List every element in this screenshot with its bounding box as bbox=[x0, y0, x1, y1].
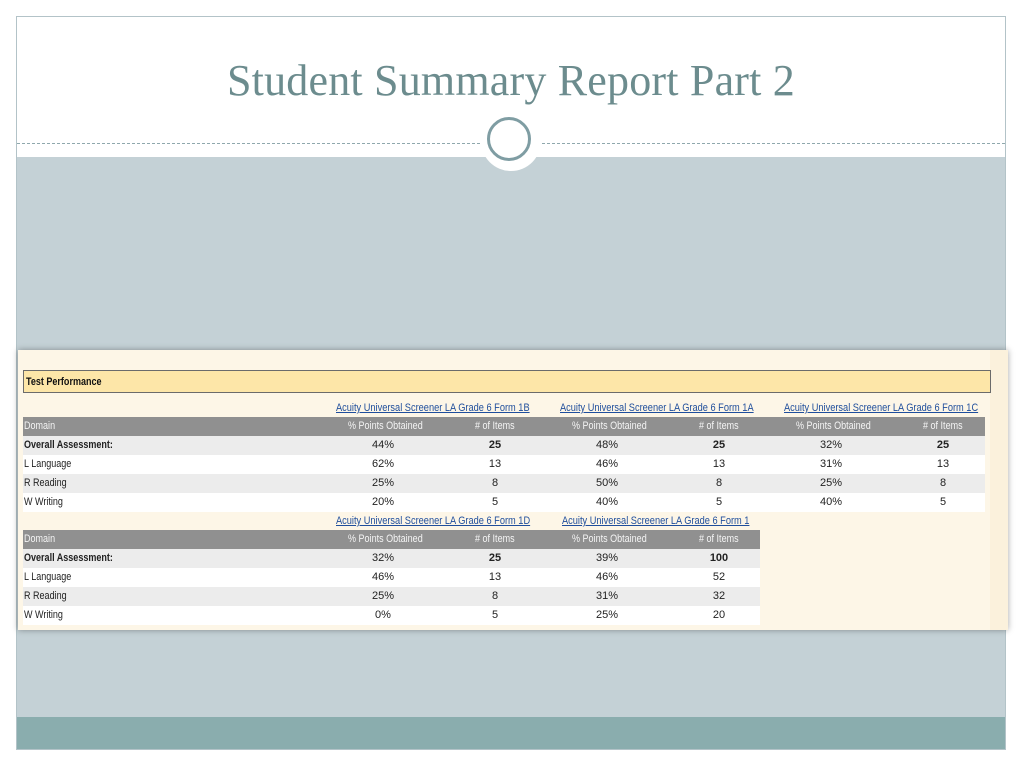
items-header: # of Items bbox=[475, 420, 515, 432]
domain-header: Domain bbox=[24, 533, 56, 545]
report-panel: Test Performance Acuity Universal Screen… bbox=[18, 350, 1008, 630]
points-header: % Points Obtained bbox=[348, 420, 423, 432]
points-header: % Points Obtained bbox=[572, 533, 647, 545]
table-row: Overall Assessment: 32% 25 39% 100 bbox=[23, 549, 760, 568]
column-header-row: Domain % Points Obtained # of Items % Po… bbox=[23, 417, 985, 436]
items-header: # of Items bbox=[699, 533, 739, 545]
table-row: R Reading 25% 8 50% 8 25% 8 bbox=[23, 474, 985, 493]
form-link-1[interactable]: Acuity Universal Screener LA Grade 6 For… bbox=[562, 515, 750, 527]
divider-ring-icon bbox=[487, 117, 531, 161]
table-row: W Writing 0% 5 25% 20 bbox=[23, 606, 760, 625]
table-row: R Reading 25% 8 31% 32 bbox=[23, 587, 760, 606]
form-link-1a[interactable]: Acuity Universal Screener LA Grade 6 For… bbox=[560, 402, 754, 414]
items-header: # of Items bbox=[475, 533, 515, 545]
section-header: Test Performance bbox=[23, 370, 991, 393]
points-header: % Points Obtained bbox=[348, 533, 423, 545]
domain-header: Domain bbox=[24, 420, 56, 432]
table-row: W Writing 20% 5 40% 5 40% 5 bbox=[23, 493, 985, 512]
table-row: L Language 46% 13 46% 52 bbox=[23, 568, 760, 587]
items-header: # of Items bbox=[699, 420, 739, 432]
footer-band bbox=[17, 717, 1005, 749]
points-header: % Points Obtained bbox=[572, 420, 647, 432]
form-link-1c[interactable]: Acuity Universal Screener LA Grade 6 For… bbox=[784, 402, 979, 414]
form-link-1d[interactable]: Acuity Universal Screener LA Grade 6 For… bbox=[336, 515, 531, 527]
table-row: L Language 62% 13 46% 13 31% 13 bbox=[23, 455, 985, 474]
slide-title: Student Summary Report Part 2 bbox=[227, 56, 795, 105]
points-header: % Points Obtained bbox=[796, 420, 871, 432]
form-link-1b[interactable]: Acuity Universal Screener LA Grade 6 For… bbox=[336, 402, 530, 414]
table-row: Overall Assessment: 44% 25 48% 25 32% 25 bbox=[23, 436, 985, 455]
column-header-row: Domain % Points Obtained # of Items % Po… bbox=[23, 530, 760, 549]
items-header: # of Items bbox=[923, 420, 963, 432]
